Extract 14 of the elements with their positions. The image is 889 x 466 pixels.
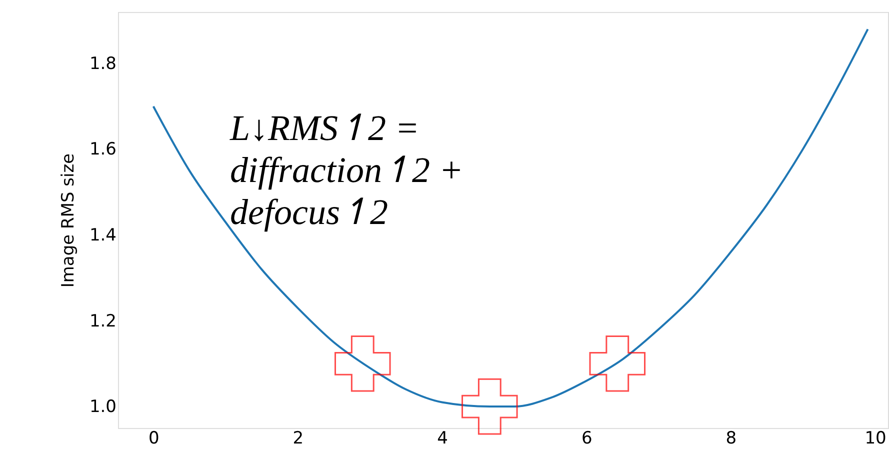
line-series <box>152 28 869 408</box>
x-tick-label: 0 <box>148 428 160 448</box>
y-tick-label: 1.4 <box>89 226 116 246</box>
x-tick-label: 8 <box>726 428 737 448</box>
x-tick-label: 2 <box>292 428 304 448</box>
y-tick-label: 1.0 <box>89 397 116 418</box>
y-axis-title: Image RMS size <box>58 153 78 288</box>
annotation: L↓RMS↿2 = diffraction↿2 + defocus↿2 <box>229 108 464 232</box>
y-tick-label: 1.6 <box>89 140 116 160</box>
y-tick-label: 1.8 <box>89 54 116 74</box>
x-tick-label: 4 <box>437 428 448 448</box>
y-tick-label: 1.2 <box>89 311 116 332</box>
x-tick-label: 10 <box>864 428 886 448</box>
x-tick-label: 6 <box>581 428 592 448</box>
